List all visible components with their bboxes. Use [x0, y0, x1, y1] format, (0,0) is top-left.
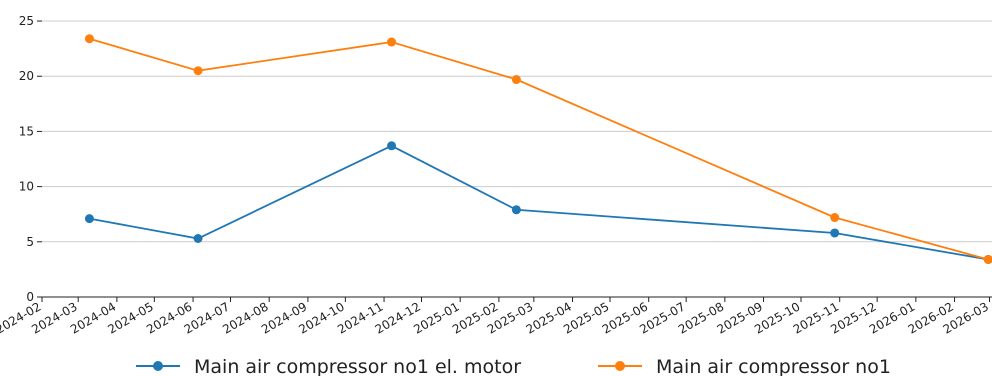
x-axis-ticks: 2024-022024-032024-042024-052024-062024-… [0, 297, 991, 337]
series-line-0 [89, 144, 989, 261]
legend-label-0: Main air compressor no1 el. motor [194, 356, 521, 376]
series-1-point-1 [193, 66, 203, 76]
series-layer [84, 34, 992, 264]
series-0-point-4 [830, 228, 840, 238]
y-tick-label-3: 15 [19, 124, 34, 138]
legend-label-1: Main air compressor no1 [656, 356, 891, 376]
series-1-point-2 [387, 37, 397, 47]
series-1-point-5 [983, 254, 992, 264]
grid-lines [42, 20, 992, 243]
series-0-point-0 [84, 214, 94, 224]
series-1-point-4 [830, 213, 840, 223]
legend: Main air compressor no1 el. motor Main ai… [136, 356, 891, 376]
y-axis-ticks: 0 5 10 15 20 25 [19, 14, 42, 304]
series-0-point-3 [511, 205, 521, 215]
series-1-point-3 [511, 75, 521, 85]
series-1-point-0 [84, 34, 94, 44]
series-0-point-1 [193, 233, 203, 243]
y-tick-label-2: 10 [19, 180, 34, 194]
y-tick-label-0: 0 [26, 290, 34, 304]
y-tick-label-1: 5 [26, 235, 34, 249]
y-tick-label-5: 25 [19, 14, 34, 28]
series-line-1 [89, 37, 989, 261]
series-0-point-2 [387, 141, 397, 151]
y-tick-label-4: 20 [19, 69, 34, 83]
legend-marker-0 [153, 361, 163, 371]
legend-marker-1 [615, 361, 625, 371]
